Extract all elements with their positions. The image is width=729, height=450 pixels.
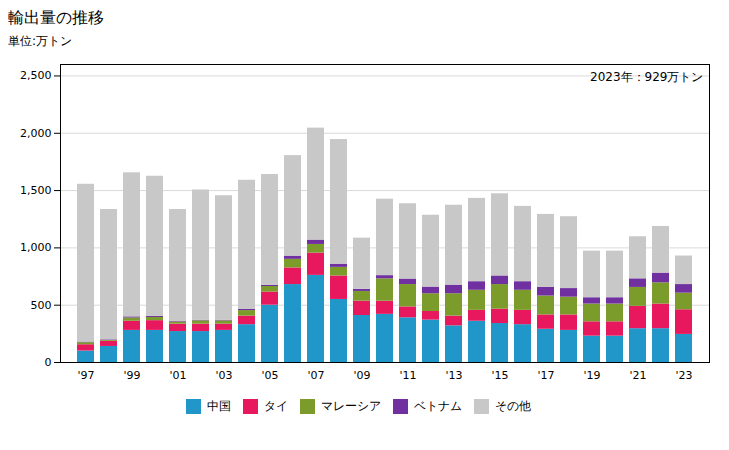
svg-text:'11: '11 [399,369,416,382]
svg-text:0: 0 [45,356,52,369]
svg-text:'15: '15 [491,369,508,382]
svg-text:'17: '17 [537,369,554,382]
svg-text:'99: '99 [123,369,140,382]
svg-text:'97: '97 [77,369,94,382]
svg-text:'07: '07 [307,369,324,382]
html-text:マレーシア: マレーシア [321,399,381,413]
svg-text:'13: '13 [445,369,462,382]
html-text:単位:万トン: 単位:万トン [8,34,72,48]
svg-text:2023年：929万トン: 2023年：929万トン [590,70,703,84]
svg-text:'05: '05 [261,369,278,382]
svg-text:2,000: 2,000 [20,127,52,140]
html-text:中国: 中国 [207,399,231,413]
html-text:ベトナム: ベトナム [414,399,462,413]
svg-text:'19: '19 [583,369,600,382]
svg-text:'01: '01 [169,369,186,382]
html-text:タイ: タイ [264,399,288,413]
svg-text:'23: '23 [675,369,692,382]
html-text:その他: その他 [495,399,531,413]
svg-text:'09: '09 [353,369,370,382]
svg-text:1,000: 1,000 [20,241,52,254]
svg-text:'21: '21 [629,369,646,382]
svg-text:'03: '03 [215,369,232,382]
svg-text:500: 500 [31,299,52,312]
svg-text:2,500: 2,500 [20,69,52,82]
html-text:輸出量の推移: 輸出量の推移 [8,8,104,27]
svg-text:1,500: 1,500 [20,184,52,197]
